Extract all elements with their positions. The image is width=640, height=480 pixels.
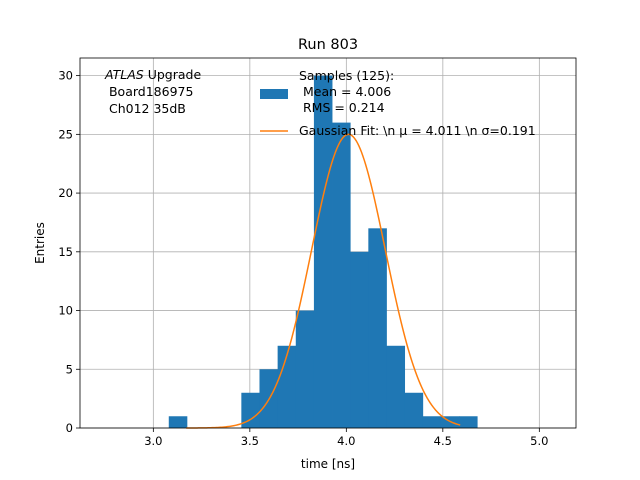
histogram-bar (277, 345, 297, 428)
histogram-bars (168, 75, 478, 428)
y-tick-label: 25 (58, 127, 73, 141)
histogram-bar (386, 345, 406, 428)
legend-samples-line-2: Mean = 4.006 (299, 84, 391, 99)
legend-samples-line-1: Samples (125): (299, 68, 394, 83)
atlas-annotation: ATLAS Upgrade Board186975 Ch012 35dB (104, 67, 201, 116)
x-axis-label: time [ns] (301, 457, 355, 471)
annotation-line-2: Board186975 (105, 84, 193, 99)
chart-title: Run 803 (298, 37, 358, 53)
histogram-bar (168, 416, 188, 428)
x-tick-label: 3.5 (241, 434, 259, 448)
histogram-bar (332, 122, 351, 428)
y-tick-label: 15 (58, 245, 73, 259)
legend-samples-swatch (260, 89, 288, 99)
y-tick-label: 5 (66, 362, 73, 376)
annotation-line-1: ATLAS Upgrade (104, 67, 201, 82)
histogram-bar (313, 75, 333, 428)
axes-frame (79, 57, 577, 429)
x-axis-ticks: 3.0 3.5 4.0 4.5 5.0 (144, 428, 548, 448)
histogram-bar (368, 228, 387, 428)
histogram-bar (404, 392, 424, 428)
legend: Samples (125): Mean = 4.006 RMS = 0.214 … (260, 68, 536, 138)
x-tick-label: 5.0 (530, 434, 548, 448)
histogram-bar (422, 416, 442, 428)
gaussian-fit-curve (186, 133, 461, 429)
y-axis-label: Entries (33, 222, 47, 264)
annotation-line-3: Ch012 35dB (105, 101, 186, 116)
y-tick-label: 10 (58, 304, 73, 318)
x-tick-label: 4.0 (337, 434, 355, 448)
histogram-bar (295, 310, 315, 428)
y-tick-label: 20 (58, 186, 73, 200)
legend-fit-label: Gaussian Fit: \n μ = 4.011 \n σ=0.191 (299, 123, 536, 138)
y-tick-label: 30 (58, 69, 73, 83)
annotation-upgrade: Upgrade (144, 67, 202, 82)
y-axis-ticks: 0 5 10 15 20 25 30 (58, 69, 80, 435)
y-tick-label: 0 (66, 421, 73, 435)
histogram-bar (350, 251, 369, 428)
x-tick-label: 3.0 (144, 434, 162, 448)
histogram-bar (459, 416, 478, 428)
histogram-bar (241, 392, 260, 428)
legend-samples-line-3: RMS = 0.214 (299, 100, 385, 115)
x-tick-label: 4.5 (434, 434, 452, 448)
annotation-atlas: ATLAS (104, 67, 144, 82)
